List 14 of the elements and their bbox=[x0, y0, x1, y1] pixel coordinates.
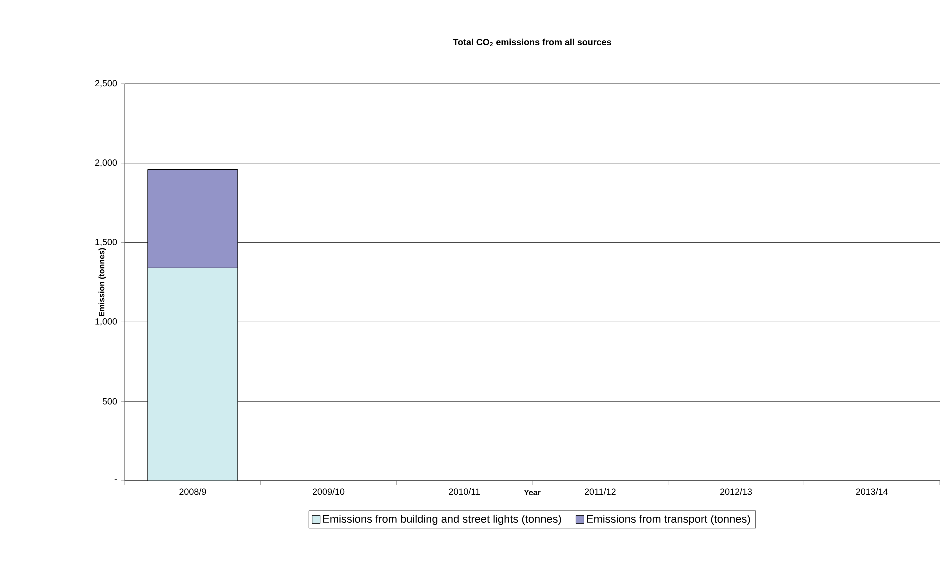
y-tick-label: 2,500 bbox=[95, 80, 118, 88]
y-tick-label: 500 bbox=[102, 398, 118, 405]
x-tick-label: 2013/14 bbox=[856, 488, 888, 496]
chart-title: Total CO$_{2}$ emissions from all sources bbox=[453, 38, 612, 46]
y-tick-label: 1,500 bbox=[96, 239, 118, 246]
x-tick-label: 2012/13 bbox=[720, 488, 752, 496]
legend-label: Emissions from transport (tonnes) bbox=[587, 514, 750, 526]
y-tick-label: 2,000 bbox=[95, 160, 118, 168]
x-tick-label: 2011/12 bbox=[585, 488, 616, 496]
x-tick-label: 2010/11 bbox=[449, 488, 480, 496]
x-tick-label: 2009/10 bbox=[313, 488, 345, 496]
y-tick-label: 1,000 bbox=[96, 318, 118, 326]
legend-label: Emissions from building and street lights (tonnes) bbox=[324, 514, 562, 526]
x-tick-label: 2008/9 bbox=[180, 488, 206, 496]
